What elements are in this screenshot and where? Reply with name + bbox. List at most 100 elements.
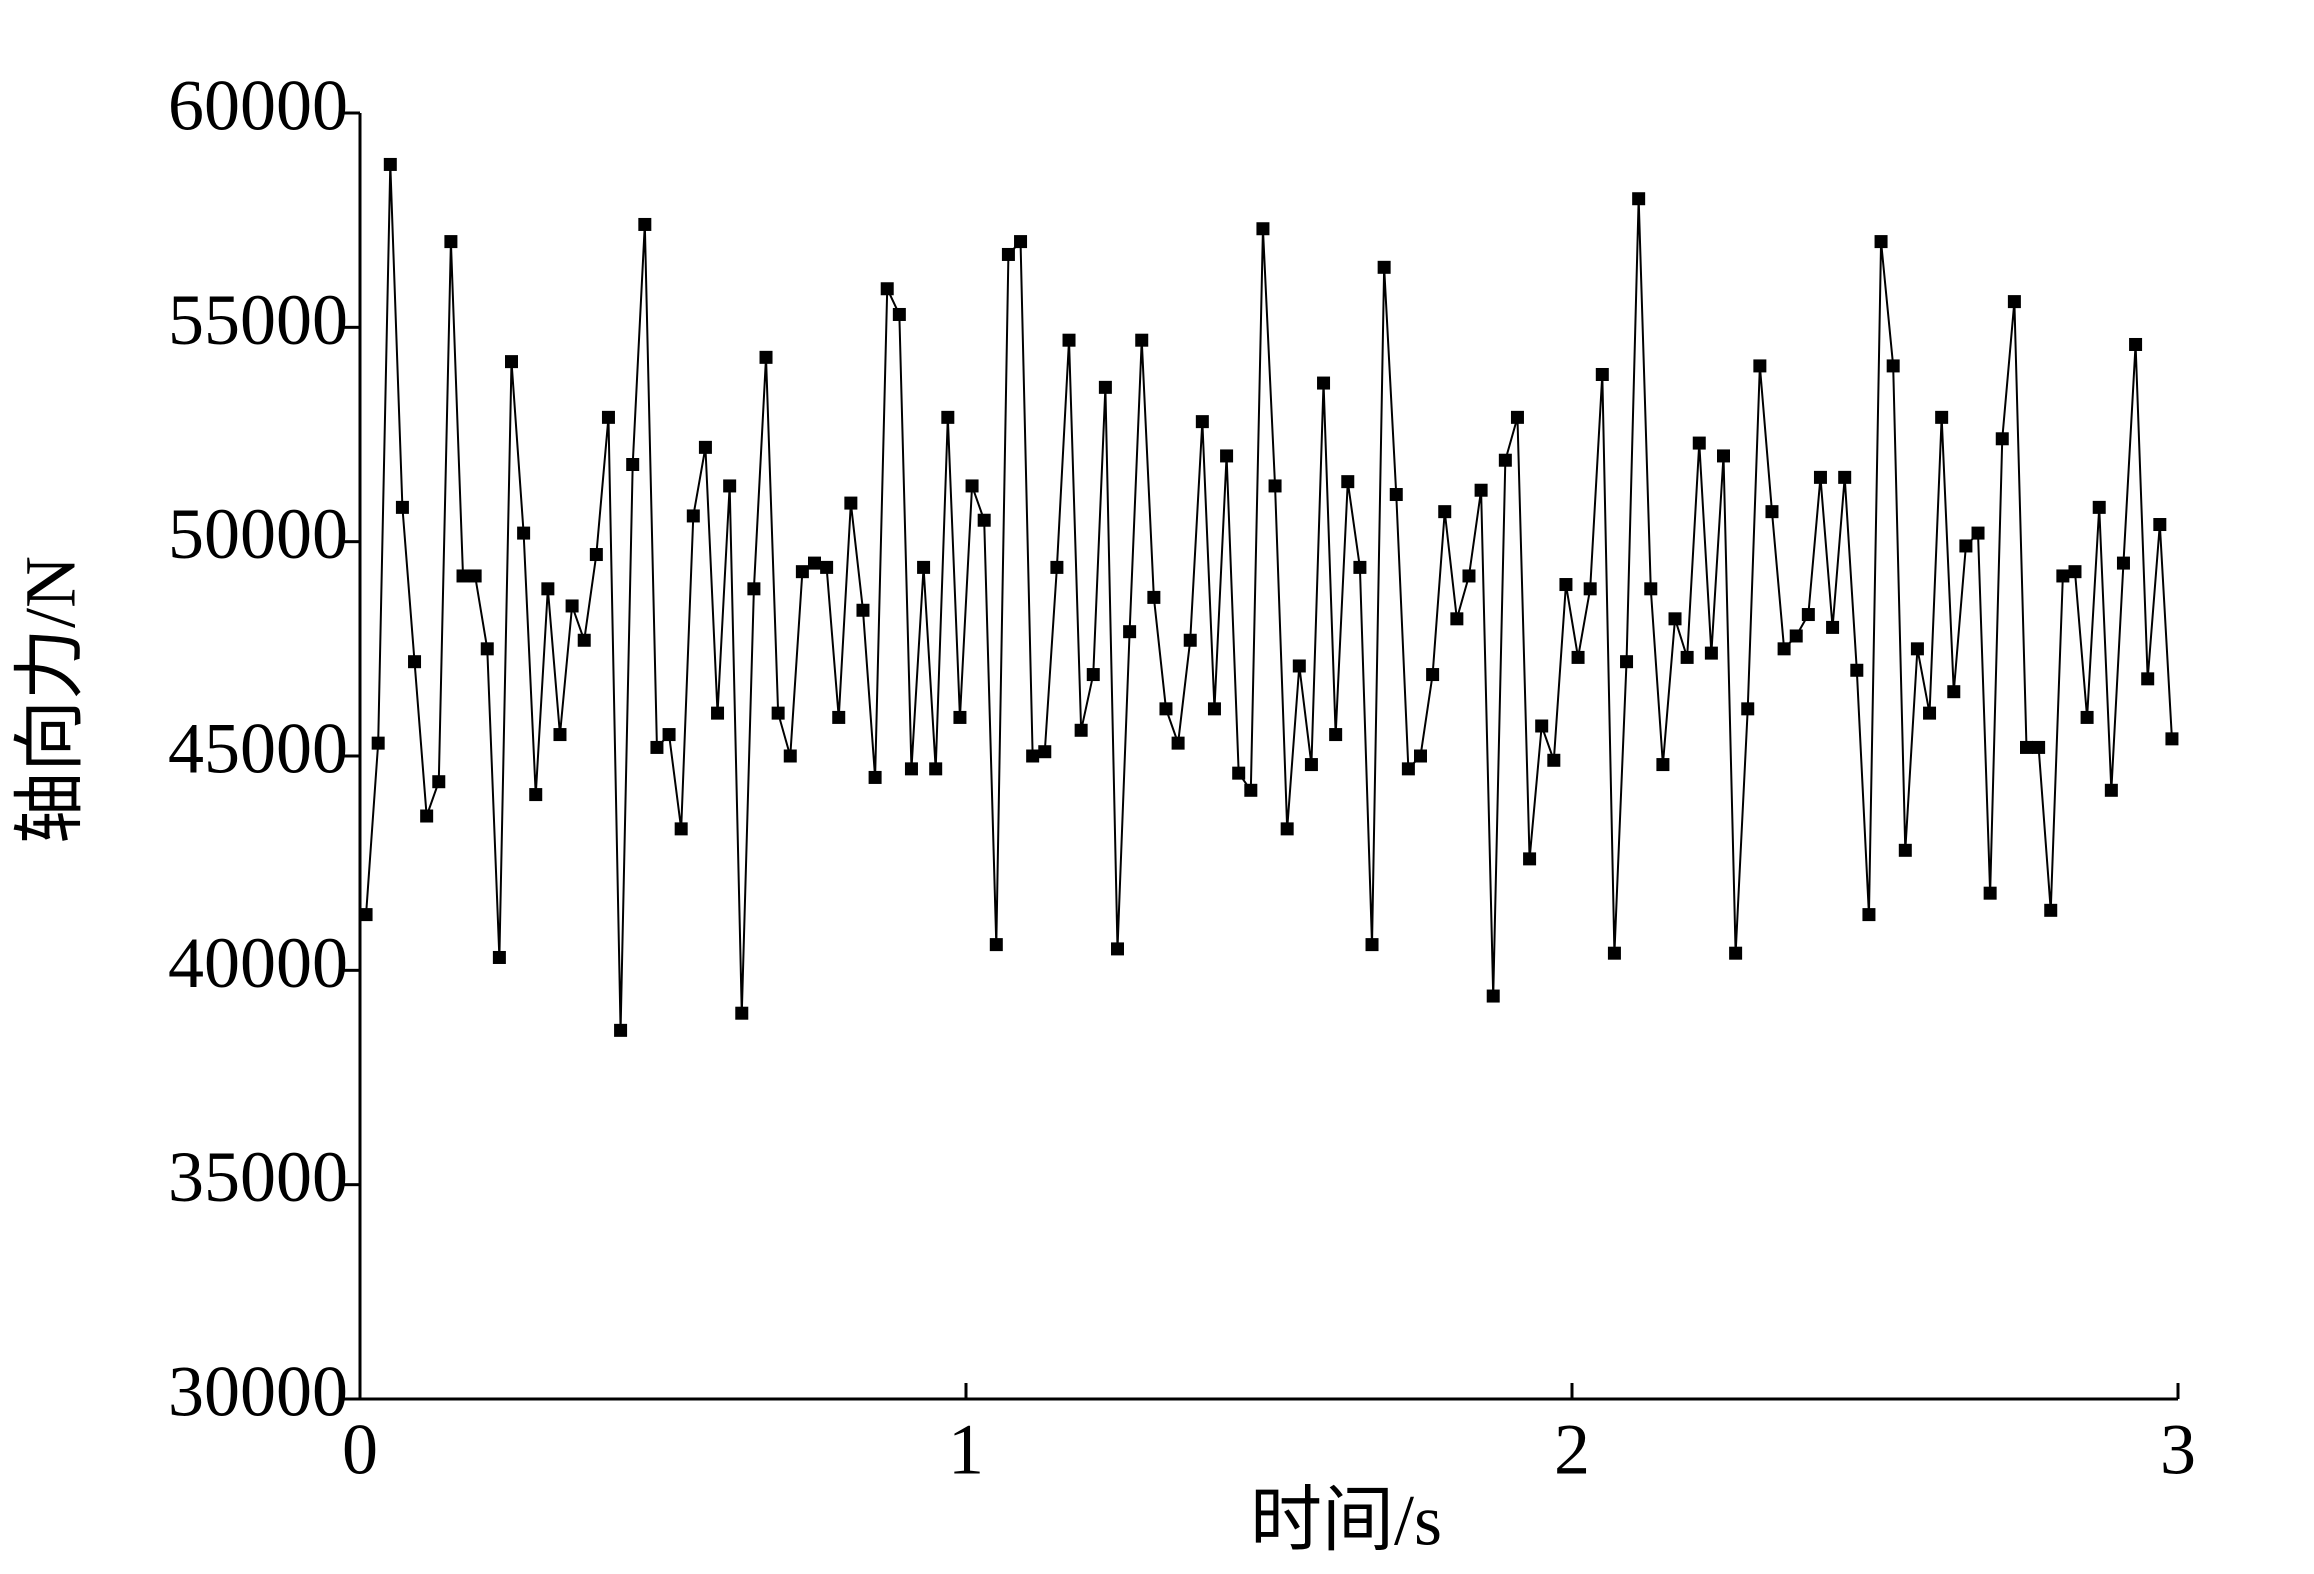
data-marker [1959,539,1973,553]
data-marker [783,749,797,763]
data-marker [1753,359,1767,373]
data-marker [1438,505,1452,519]
data-marker [2104,783,2118,797]
data-marker [2044,903,2058,917]
data-marker [856,603,870,617]
data-marker [371,736,385,750]
data-marker [698,440,712,454]
data-marker [1789,629,1803,643]
data-marker [1074,723,1088,737]
data-marker [1559,578,1573,592]
data-marker [1898,843,1912,857]
x-axis-label: 时间/s [1250,1481,1442,1561]
data-marker [1341,475,1355,489]
data-marker [1923,706,1937,720]
data-marker [359,908,373,922]
data-marker [541,582,555,596]
data-marker [1947,685,1961,699]
data-marker [1171,736,1185,750]
data-marker [904,762,918,776]
data-marker [2056,569,2070,583]
data-marker [1777,642,1791,656]
data-marker [1026,749,1040,763]
data-marker [674,822,688,836]
data-marker [808,556,821,570]
data-marker [1704,646,1718,660]
y-tick-label: 30000 [168,1352,348,1432]
y-tick-label: 45000 [168,709,348,789]
data-marker [432,775,446,789]
data-line [365,164,2173,1031]
data-marker [1450,612,1464,626]
data-marker [1741,702,1755,716]
data-marker [1523,852,1537,866]
data-marker [2116,556,2130,570]
data-marker [1220,449,1234,463]
data-marker [650,740,664,754]
data-marker [1862,908,1876,922]
data-marker [517,526,531,540]
x-tick-label: 2 [1554,1410,1590,1490]
data-marker [1874,235,1888,249]
data-marker [383,157,397,171]
data-marker [917,560,931,574]
data-marker [1195,415,1209,429]
data-marker [1547,753,1561,767]
data-marker [1935,410,1949,424]
data-marker [929,762,943,776]
data-marker [1317,376,1331,390]
data-marker [1571,650,1585,664]
data-marker [1765,505,1779,519]
data-marker [1111,942,1124,956]
data-marker [1813,470,1827,484]
data-marker [1595,367,1609,381]
data-marker [1292,659,1306,673]
data-marker [456,569,470,583]
y-tick-label: 40000 [168,923,348,1003]
data-marker [1389,488,1403,502]
data-marker [2007,295,2021,309]
data-marker [2068,565,2082,579]
data-marker [589,548,603,562]
data-marker [795,565,809,579]
data-marker [444,235,458,249]
data-marker [1159,702,1173,716]
data-marker [735,1006,749,1020]
data-marker [1426,668,1440,682]
data-marker [1098,380,1112,394]
data-marker [1717,449,1730,463]
data-marker [1498,453,1512,467]
x-tick-label: 1 [948,1410,984,1490]
data-marker [1135,333,1149,347]
data-marker [1183,633,1197,647]
data-marker [638,217,652,231]
data-marker [1583,582,1597,596]
data-marker [1486,989,1500,1003]
x-tick-label: 3 [2160,1410,2196,1490]
data-marker [529,788,543,802]
data-marker [492,950,506,964]
data-marker [408,655,422,669]
data-marker [577,633,591,647]
data-marker [844,496,858,510]
data-marker [601,410,615,424]
data-marker [420,809,434,823]
data-marker [565,599,579,613]
data-marker [1304,758,1318,772]
x-tick-label: 0 [342,1410,378,1490]
y-tick-label: 55000 [168,280,348,360]
data-marker [1850,663,1864,677]
y-tick-label: 60000 [168,66,348,146]
y-tick-label: 35000 [168,1137,348,1217]
data-marker [2020,740,2033,754]
data-marker [832,710,846,724]
data-marker [1607,946,1621,960]
data-marker [1729,946,1743,960]
data-marker [1014,235,1028,249]
data-marker [2129,337,2143,351]
data-marker [1268,479,1282,493]
data-marker [1377,260,1391,274]
data-marker [892,307,906,321]
data-marker [395,500,409,514]
